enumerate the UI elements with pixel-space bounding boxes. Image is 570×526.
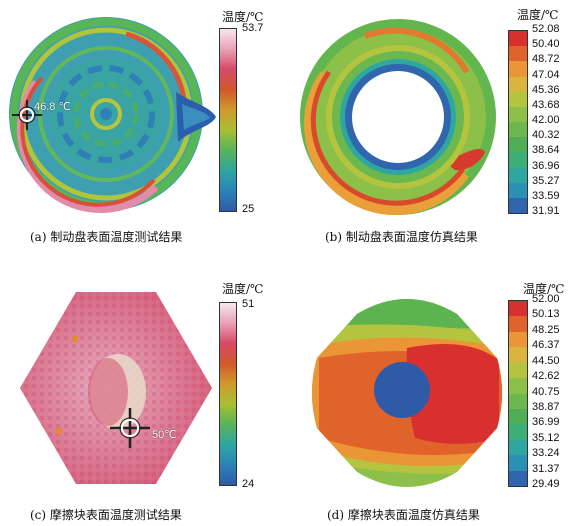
caption: (c) 摩擦块表面温度测试结果 bbox=[30, 508, 182, 522]
colorbar-tick-label: 45.36 bbox=[532, 83, 560, 96]
colorbar-tick-label: 35.27 bbox=[532, 174, 560, 187]
caption: (d) 摩擦块表面温度仿真结果 bbox=[327, 508, 480, 522]
colorbar-segment bbox=[509, 408, 527, 425]
colorbar-segment bbox=[509, 424, 527, 441]
colorbar-tick-label: 44.50 bbox=[532, 354, 560, 367]
colorbar-segment bbox=[509, 152, 527, 168]
colorbar-segment bbox=[509, 455, 527, 472]
colorbar-tick-label: 42.62 bbox=[532, 370, 560, 383]
panel-a: 46.8 ℃ 温度/℃ 53.7 25 (a) 制动盘表面温度测试结果 bbox=[0, 0, 280, 250]
colorbar-segment bbox=[509, 362, 527, 379]
colorbar-max-label: 51 bbox=[242, 298, 255, 310]
colorbar-segment bbox=[509, 61, 527, 77]
thermal-disc-image bbox=[9, 17, 216, 213]
colorbar-tick-label: 52.00 bbox=[532, 293, 560, 305]
colorbar-tick-label: 29.49 bbox=[532, 478, 560, 490]
colorbar-max-label: 53.7 bbox=[242, 22, 264, 34]
colorbar-segment bbox=[509, 331, 527, 348]
panel-d: 温度/℃ 52.00 50.13 48.25 46.37 44.50 42.62 40.75… bbox=[285, 270, 570, 526]
colorbar-segment bbox=[509, 106, 527, 123]
colorbar-tick-label: 38.64 bbox=[532, 144, 560, 157]
crosshair-marker bbox=[12, 100, 42, 130]
colorbar-tick-label: 42.00 bbox=[532, 114, 560, 126]
colorbar-tick-label: 36.99 bbox=[532, 416, 560, 429]
colorbar-tick-label: 40.32 bbox=[532, 129, 560, 142]
colorbar-segment bbox=[509, 137, 527, 153]
colorbar-segment bbox=[509, 393, 527, 410]
colorbar-tick-label: 50.13 bbox=[532, 308, 560, 321]
colorbar-tick-label: 31.37 bbox=[532, 462, 560, 475]
colorbar-title: 温度/℃ bbox=[523, 282, 565, 296]
colorbar-segment bbox=[509, 31, 527, 47]
colorbar-title: 温度/℃ bbox=[517, 8, 559, 22]
colorbar-segment bbox=[509, 316, 527, 333]
colorbar-segment bbox=[509, 76, 527, 93]
colorbar-tick-label: 38.87 bbox=[532, 400, 560, 413]
colorbar-tick-label: 48.72 bbox=[532, 53, 560, 66]
colorbar-segment bbox=[509, 470, 527, 487]
colorbar-tick-label: 47.04 bbox=[532, 68, 560, 81]
colorbar-tick-label: 48.25 bbox=[532, 323, 560, 336]
colorbar-discrete bbox=[508, 30, 528, 214]
caption: (b) 制动盘表面温度仿真结果 bbox=[325, 230, 478, 244]
colorbar-continuous bbox=[219, 28, 237, 212]
colorbar-tick-label: 40.75 bbox=[532, 385, 560, 398]
caption: (a) 制动盘表面温度测试结果 bbox=[30, 230, 183, 244]
colorbar-segment bbox=[509, 301, 527, 317]
colorbar-title: 温度/℃ bbox=[222, 10, 264, 24]
colorbar-segment bbox=[509, 378, 527, 394]
colorbar-tick-label: 31.91 bbox=[532, 205, 560, 217]
colorbar-segment bbox=[509, 91, 527, 108]
colorbar-segment bbox=[509, 182, 527, 199]
colorbar-title: 温度/℃ bbox=[222, 282, 264, 296]
colorbar-segment bbox=[509, 122, 527, 138]
panel-c: 50℃ 温度/℃ 51 24 (c) 摩擦块表面温度测试结果 bbox=[0, 270, 280, 526]
colorbar-tick-label: 46.37 bbox=[532, 339, 560, 352]
colorbar-segment bbox=[509, 167, 527, 184]
colorbar-tick-label: 52.08 bbox=[532, 23, 560, 35]
colorbar-tick-label: 33.24 bbox=[532, 447, 560, 460]
simulated-disc-image bbox=[300, 19, 496, 215]
simulated-pad-image bbox=[312, 299, 502, 487]
colorbar-tick-label: 36.96 bbox=[532, 159, 560, 172]
colorbar-min-label: 24 bbox=[242, 478, 255, 490]
colorbar-segment bbox=[509, 197, 527, 214]
colorbar-tick-label: 33.59 bbox=[532, 189, 560, 202]
colorbar-tick-label: 43.68 bbox=[532, 98, 560, 111]
colorbar-segment bbox=[509, 347, 527, 364]
panel-b: 温度/℃ 52.08 50.40 48.72 47.04 45.36 43.68 42.00… bbox=[285, 0, 570, 250]
colorbar-tick-label: 35.12 bbox=[532, 431, 560, 444]
crosshair-marker bbox=[110, 408, 150, 448]
colorbar-discrete bbox=[508, 300, 528, 487]
colorbar-tick-label: 50.40 bbox=[532, 38, 560, 51]
colorbar-segment bbox=[509, 46, 527, 62]
thermal-pad-image bbox=[20, 292, 212, 484]
colorbar-segment bbox=[509, 439, 527, 456]
temperature-annotation: 50℃ bbox=[152, 429, 177, 441]
colorbar-continuous bbox=[219, 302, 237, 486]
colorbar-min-label: 25 bbox=[242, 203, 255, 215]
temperature-annotation: 46.8 ℃ bbox=[34, 101, 71, 113]
